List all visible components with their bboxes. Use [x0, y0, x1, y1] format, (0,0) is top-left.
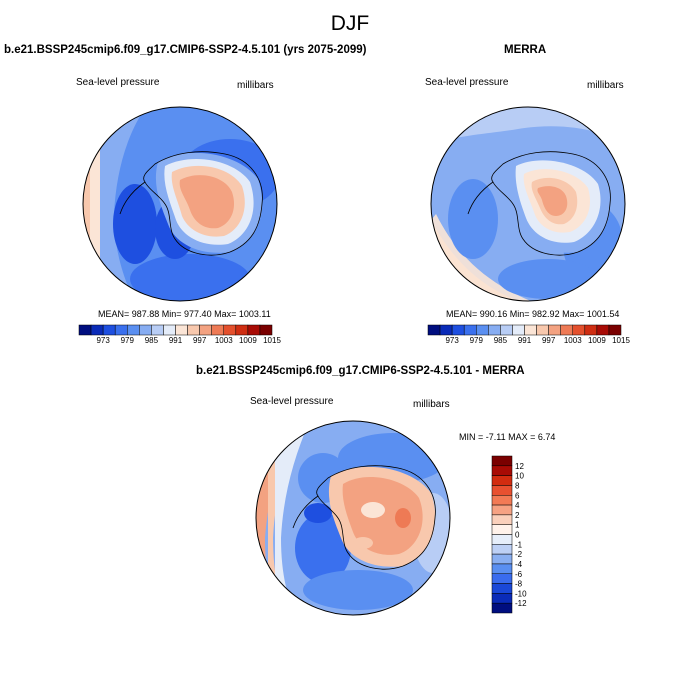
colorbar-swatch	[127, 324, 140, 336]
colorbar-swatch	[608, 324, 622, 336]
panel-1-stats: MEAN= 987.88 Min= 977.40 Max= 1003.11	[98, 309, 271, 319]
colorbar-tick-label: -2	[515, 550, 523, 559]
colorbar-tick-label: 4	[515, 501, 520, 510]
colorbar-tick-label: 8	[515, 481, 520, 490]
colorbar-swatch	[491, 524, 513, 535]
colorbar-tick-label: 12	[515, 462, 524, 471]
panel-1-polar-map	[82, 106, 278, 302]
colorbar-swatch	[187, 324, 200, 336]
colorbar-swatch	[476, 324, 489, 336]
colorbar-swatch	[427, 324, 441, 336]
panel-1-units-label: millibars	[237, 80, 274, 91]
colorbar-tick-label: 985	[493, 336, 508, 345]
colorbar-tick-label: -12	[515, 599, 527, 608]
colorbar-tick-label: 1003	[563, 336, 582, 345]
colorbar-swatch	[102, 324, 116, 336]
colorbar-tick-label: 1003	[214, 336, 233, 345]
panel-3-polar-map	[255, 420, 451, 616]
colorbar-swatch	[512, 324, 525, 336]
colorbar-swatch	[211, 324, 224, 336]
colorbar-swatch	[491, 602, 513, 614]
colorbar-swatch	[78, 324, 92, 336]
panel-2-polar-map	[430, 106, 626, 302]
panel-2-variable-label: Sea-level pressure	[425, 77, 509, 88]
figure-title: DJF	[330, 12, 370, 35]
colorbar-tick-label: 1015	[263, 336, 281, 345]
colorbar-swatch	[491, 534, 513, 545]
colorbar-swatch	[223, 324, 237, 336]
colorbar-swatch	[536, 324, 549, 336]
colorbar-swatch	[439, 324, 453, 336]
colorbar-tick-label: -10	[515, 589, 527, 598]
colorbar-swatch	[491, 514, 513, 525]
colorbar-tick-label: 1	[515, 521, 520, 530]
panel-3-stats: MIN = -7.11 MAX = 6.74	[459, 432, 556, 442]
colorbar-tick-label: 979	[120, 336, 134, 345]
colorbar-swatch	[491, 455, 513, 467]
colorbar-swatch	[491, 544, 513, 555]
colorbar-swatch	[491, 495, 513, 506]
colorbar-tick-label: -8	[515, 580, 523, 589]
colorbar-swatch	[491, 475, 513, 486]
colorbar-tick-label: -4	[515, 560, 523, 569]
colorbar-tick-label: 0	[515, 531, 520, 540]
panel-2-stats: MEAN= 990.16 Min= 982.92 Max= 1001.54	[446, 309, 620, 319]
colorbar-swatch	[163, 324, 176, 336]
colorbar-tick-label: -6	[515, 570, 523, 579]
colorbar-tick-label: 997	[192, 336, 207, 345]
colorbar-swatch	[199, 324, 212, 336]
colorbar-tick-label: 985	[144, 336, 159, 345]
colorbar-tick-label: 997	[541, 336, 556, 345]
colorbar-tick-label: 1009	[587, 336, 606, 345]
colorbar-tick-label: 2	[515, 511, 520, 520]
colorbar-tick-label: 991	[168, 336, 183, 345]
colorbar-swatch	[596, 324, 610, 336]
colorbar-swatch	[500, 324, 513, 336]
panel-2-colorbar	[427, 324, 622, 336]
colorbar-swatch	[114, 324, 128, 336]
colorbar-swatch	[175, 324, 188, 336]
colorbar-swatch	[139, 324, 152, 336]
colorbar-swatch	[90, 324, 104, 336]
colorbar-swatch	[491, 573, 513, 584]
panel-2-title: MERRA	[504, 44, 547, 56]
colorbar-swatch	[491, 583, 513, 594]
colorbar-swatch	[491, 485, 513, 496]
colorbar-swatch	[151, 324, 164, 336]
colorbar-swatch	[463, 324, 477, 336]
colorbar-tick-label: -1	[515, 540, 523, 549]
colorbar-swatch	[451, 324, 465, 336]
colorbar-swatch	[491, 465, 513, 476]
panel-3-variable-label: Sea-level pressure	[250, 396, 334, 407]
colorbar-swatch	[548, 324, 561, 336]
panel-2-units-label: millibars	[587, 80, 624, 91]
panel-3-units-label: millibars	[413, 399, 450, 410]
colorbar-swatch	[491, 504, 513, 516]
colorbar-swatch	[524, 324, 537, 336]
colorbar-tick-label: 1015	[612, 336, 630, 345]
colorbar-swatch	[560, 324, 573, 336]
colorbar-tick-label: 973	[445, 336, 459, 345]
colorbar-swatch	[491, 563, 513, 574]
panel-1-variable-label: Sea-level pressure	[76, 77, 160, 88]
colorbar-swatch	[491, 593, 513, 604]
colorbar-tick-label: 979	[469, 336, 483, 345]
colorbar-tick-label: 6	[515, 491, 520, 500]
colorbar-swatch	[488, 324, 501, 336]
colorbar-tick-label: 991	[517, 336, 532, 345]
colorbar-swatch	[259, 324, 273, 336]
colorbar-tick-label: 1009	[238, 336, 257, 345]
colorbar-tick-label: 10	[515, 472, 524, 481]
colorbar-swatch	[584, 324, 598, 336]
colorbar-tick-label: 973	[96, 336, 110, 345]
panel-1-title: b.e21.BSSP245cmip6.f09_g17.CMIP6-SSP2-4.…	[4, 44, 367, 56]
colorbar-swatch	[247, 324, 261, 336]
colorbar-swatch	[491, 553, 513, 565]
panel-3-title: b.e21.BSSP245cmip6.f09_g17.CMIP6-SSP2-4.…	[196, 365, 525, 377]
colorbar-swatch	[572, 324, 586, 336]
panel-1-colorbar	[78, 324, 273, 336]
colorbar-swatch	[235, 324, 249, 336]
